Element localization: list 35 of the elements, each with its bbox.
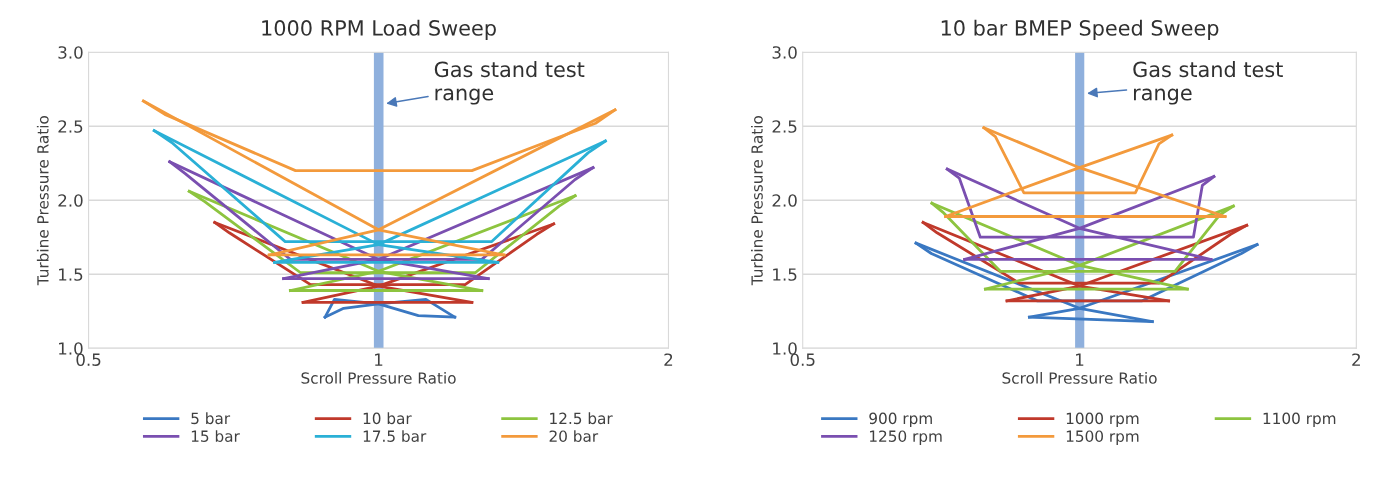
legend-label: 1100 rpm [1263, 412, 1336, 428]
y-tick-label: 2.5 [772, 120, 797, 133]
legend-label: 900 rpm [869, 412, 932, 428]
legend-label: 20 bar [549, 430, 599, 442]
legend-label: 12.5 bar [550, 412, 613, 425]
y-tick-label: 2.0 [58, 194, 83, 207]
y-axis-title: Turbine Pressure Ratio [751, 115, 763, 286]
y-tick-label: 1.5 [773, 268, 797, 281]
annotation: Gas stand test range [1133, 61, 1283, 105]
y-tick-label: 3.0 [58, 46, 83, 59]
x-axis-title: Scroll Pressure Ratio [301, 372, 456, 384]
annotation: Gas stand test range [434, 61, 585, 105]
y-tick-label: 3.0 [772, 46, 797, 59]
y-tick-label: 1.5 [59, 268, 83, 281]
x-tick-label: 1 [375, 353, 383, 366]
legend-label: 17.5 bar [363, 430, 427, 442]
legend-label: 1250 rpm [869, 430, 942, 445]
legend-label: 1000 rpm [1066, 412, 1139, 428]
legend-label: 15 bar [191, 430, 240, 442]
x-tick-label: 1 [1076, 353, 1084, 366]
x-tick-label: 2 [664, 353, 673, 366]
legend-label: 1500 rpm [1066, 430, 1139, 445]
legend-label: 5 bar [191, 412, 231, 425]
chart-title: 1000 RPM Load Sweep [262, 19, 496, 40]
y-axis-title: Turbine Pressure Ratio [36, 115, 49, 286]
chart-title: 10 bar BMEP Speed Sweep [941, 19, 1219, 40]
y-tick-label: 1.0 [773, 342, 797, 355]
x-tick-label: 2 [1352, 353, 1360, 366]
y-tick-label: 2.5 [58, 120, 83, 133]
x-axis-title: Scroll Pressure Ratio [1002, 372, 1157, 384]
y-tick-label: 1.0 [59, 342, 83, 355]
x-tick-label: 0.5 [76, 353, 101, 366]
y-tick-label: 2.0 [772, 194, 797, 207]
legend-label: 10 bar [363, 412, 412, 425]
x-tick-label: 0.5 [790, 353, 815, 366]
